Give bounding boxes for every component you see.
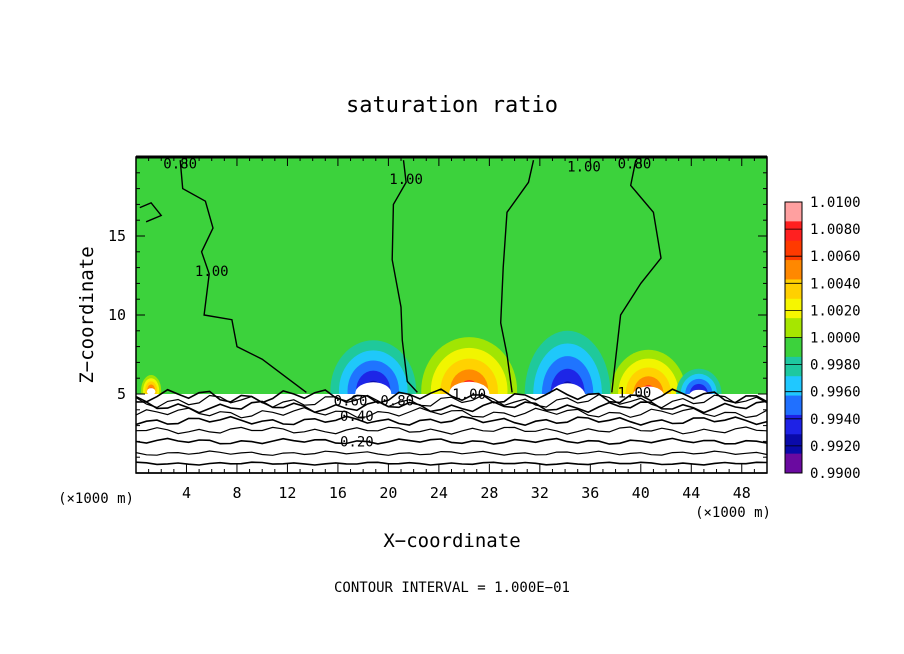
y-tick-label-5: 5 bbox=[117, 385, 126, 403]
colorbar-swatch-8 bbox=[785, 356, 802, 377]
colorbar-label-5: 1.0000 bbox=[810, 331, 861, 347]
colorbar-label-3: 1.0040 bbox=[810, 276, 861, 292]
x-tick-label-44: 44 bbox=[682, 484, 700, 502]
contour-line-lower-3 bbox=[136, 426, 767, 435]
x-tick-label-8: 8 bbox=[232, 484, 241, 502]
x-tick-label-48: 48 bbox=[733, 484, 751, 502]
contour-label-5: 1.00 bbox=[452, 387, 486, 403]
contour-label-0: 0.80 bbox=[163, 156, 197, 172]
contour-label-2: 1.00 bbox=[567, 159, 601, 175]
contour-label-layer: 0.80 1.00 1.00 0.80 1.00 1.00 1.00 0.80 0.600.40… bbox=[163, 156, 651, 450]
contour-line-lower-0 bbox=[136, 461, 767, 466]
colorbar-swatch-2 bbox=[785, 240, 802, 261]
colorbar-swatch-10 bbox=[785, 395, 802, 416]
x-tick-label-28: 28 bbox=[480, 484, 498, 502]
colorbar-swatch-1 bbox=[785, 221, 802, 242]
colorbar-swatch-3 bbox=[785, 260, 802, 280]
contour-line-lower-8 bbox=[136, 387, 767, 404]
x-axis-label: X−coordinate bbox=[383, 530, 520, 552]
contour-line-small-loop bbox=[139, 201, 163, 223]
x-tick-label-24: 24 bbox=[430, 484, 448, 502]
colorbar-label-1: 1.0080 bbox=[810, 222, 861, 238]
plot-area bbox=[136, 157, 767, 473]
x-unit-left: (×1000 m) bbox=[58, 491, 134, 507]
contour-label-4: 1.00 bbox=[195, 264, 229, 280]
colorbar-label-6: 0.9980 bbox=[810, 358, 861, 374]
colorbar-label-0: 1.0100 bbox=[810, 195, 861, 211]
contour-line-1-00-center bbox=[391, 160, 418, 393]
contour-line-lower-2 bbox=[136, 437, 767, 445]
colorbar-label-10: 0.9900 bbox=[810, 466, 861, 482]
y-tick-label-10: 10 bbox=[108, 306, 126, 324]
y-axis-label: Z−coordinate bbox=[76, 246, 98, 383]
x-unit-right: (×1000 m) bbox=[695, 505, 771, 521]
contour-line-lower-4 bbox=[136, 415, 767, 427]
contour-line-1-00-mid bbox=[499, 160, 535, 393]
field-blank-2 bbox=[146, 388, 156, 396]
chart-title: saturation ratio bbox=[346, 93, 558, 118]
contour-label-8: 0.60 bbox=[334, 393, 368, 409]
colorbar-swatch-11 bbox=[785, 414, 802, 435]
colorbar: 1.0100 1.0080 1.0060 1.0040 1.0020 1.0000 0.99… bbox=[784, 195, 861, 482]
contour-line-lower-6 bbox=[136, 400, 767, 414]
contour-label-7: 0.80 bbox=[380, 393, 414, 409]
colorbar-swatch-6 bbox=[785, 318, 802, 338]
colorbar-label-7: 0.9960 bbox=[810, 385, 861, 401]
x-tick-label-32: 32 bbox=[531, 484, 549, 502]
contour-layer bbox=[136, 160, 767, 466]
contour-label-3: 0.80 bbox=[618, 156, 652, 172]
colorbar-label-4: 1.0020 bbox=[810, 303, 861, 319]
contour-line-lower-7 bbox=[136, 394, 767, 409]
colorbar-swatch-13 bbox=[785, 453, 802, 474]
y-tick-label-15: 15 bbox=[108, 227, 126, 245]
x-tick-label-20: 20 bbox=[379, 484, 397, 502]
colorbar-swatch-9 bbox=[785, 376, 802, 397]
contour-label-9: 0.40 bbox=[340, 409, 374, 425]
colorbar-label-9: 0.9920 bbox=[810, 439, 861, 455]
contour-label-1: 1.00 bbox=[389, 172, 423, 188]
contour-line-lower-1 bbox=[136, 450, 767, 456]
y-axis: 5 10 15 bbox=[108, 172, 767, 458]
colorbar-swatch-4 bbox=[785, 279, 802, 300]
contour-label-10: 0.20 bbox=[340, 434, 374, 450]
x-tick-label-40: 40 bbox=[632, 484, 650, 502]
x-axis: 4 8 12 16 20 24 28 32 36 40 44 48 bbox=[136, 157, 767, 502]
contour-line-1-00-right bbox=[611, 160, 662, 393]
contour-line-lower-5 bbox=[136, 407, 767, 419]
x-tick-label-12: 12 bbox=[278, 484, 296, 502]
contour-line-1-00-left bbox=[179, 160, 307, 393]
colorbar-label-2: 1.0060 bbox=[810, 249, 861, 265]
x-tick-label-16: 16 bbox=[329, 484, 347, 502]
colorbar-swatch-7 bbox=[785, 337, 802, 358]
x-tick-label-4: 4 bbox=[182, 484, 191, 502]
colorbar-swatch-12 bbox=[785, 434, 802, 455]
colorbar-label-8: 0.9940 bbox=[810, 412, 861, 428]
contour-label-6: 1.00 bbox=[618, 385, 652, 401]
x-tick-label-36: 36 bbox=[581, 484, 599, 502]
colorbar-swatch-0 bbox=[785, 202, 802, 222]
contour-interval-note: CONTOUR INTERVAL = 1.000E−01 bbox=[334, 580, 570, 596]
colorbar-swatch-5 bbox=[785, 298, 802, 319]
